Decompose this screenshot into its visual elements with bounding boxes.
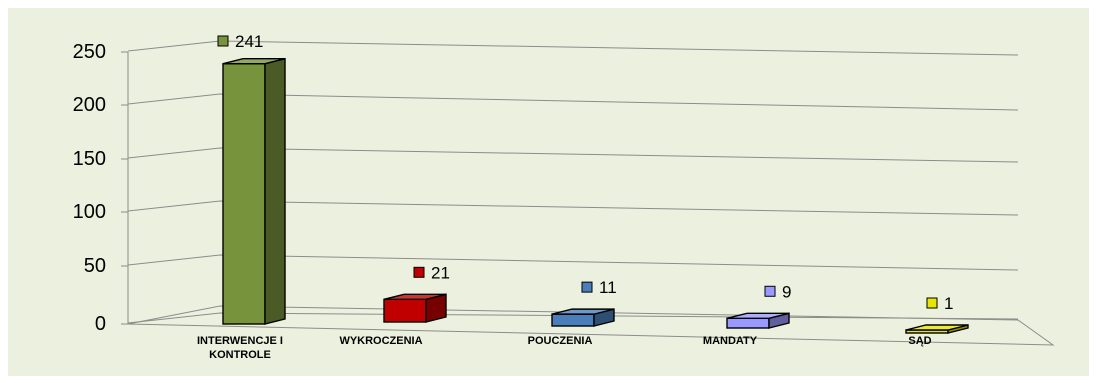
data-label-key bbox=[581, 281, 593, 293]
y-tick-label: 200 bbox=[73, 94, 106, 116]
category-label: POUCZENIA bbox=[528, 335, 593, 347]
bar bbox=[726, 312, 790, 329]
data-label-key bbox=[764, 285, 776, 297]
gridline bbox=[127, 254, 1019, 271]
data-label: 21 bbox=[431, 263, 450, 282]
bar bbox=[551, 308, 615, 327]
bar-top bbox=[551, 308, 615, 315]
y-tick-label: 50 bbox=[84, 255, 106, 277]
bar-front bbox=[726, 317, 770, 329]
floor-outline bbox=[127, 305, 1055, 346]
bar-front bbox=[383, 298, 427, 323]
bar-side bbox=[264, 57, 286, 325]
data-label: 11 bbox=[599, 278, 617, 297]
bars bbox=[222, 57, 969, 334]
category-label: MANDATY bbox=[703, 335, 758, 347]
bar-front bbox=[551, 313, 595, 327]
data-label-key bbox=[926, 297, 938, 309]
bar bbox=[383, 293, 447, 323]
bar-top bbox=[726, 312, 790, 319]
y-tick-label: 100 bbox=[73, 201, 106, 223]
category-label: WYKROCZENIA bbox=[339, 335, 422, 347]
y-tick-label: 150 bbox=[73, 148, 106, 170]
data-label: 1 bbox=[944, 294, 953, 313]
bar-top bbox=[383, 293, 447, 301]
category-label: INTERWENCJE I KONTROLE bbox=[197, 335, 283, 361]
gridline bbox=[127, 147, 1019, 163]
y-tick-label: 250 bbox=[73, 41, 106, 63]
gridline bbox=[127, 200, 1019, 216]
category-label: SĄD bbox=[908, 335, 931, 347]
category-labels: INTERWENCJE I KONTROLE WYKROCZENIA POUCZENI… bbox=[197, 335, 932, 361]
gridline bbox=[127, 93, 1019, 111]
data-labels: 241 21 11 9 1 bbox=[217, 32, 953, 313]
bar bbox=[905, 324, 969, 334]
bar-top bbox=[905, 324, 969, 331]
axes bbox=[121, 51, 1055, 346]
data-label-key bbox=[217, 35, 229, 47]
y-tick-label: 0 bbox=[95, 313, 106, 335]
bar bbox=[222, 57, 286, 325]
data-label: 241 bbox=[235, 32, 263, 51]
bar-top bbox=[222, 58, 286, 65]
data-label-key bbox=[413, 266, 425, 278]
data-label: 9 bbox=[782, 282, 791, 301]
y-tick-labels: 0 50 100 150 200 250 bbox=[73, 41, 106, 335]
bar-front bbox=[222, 63, 266, 325]
